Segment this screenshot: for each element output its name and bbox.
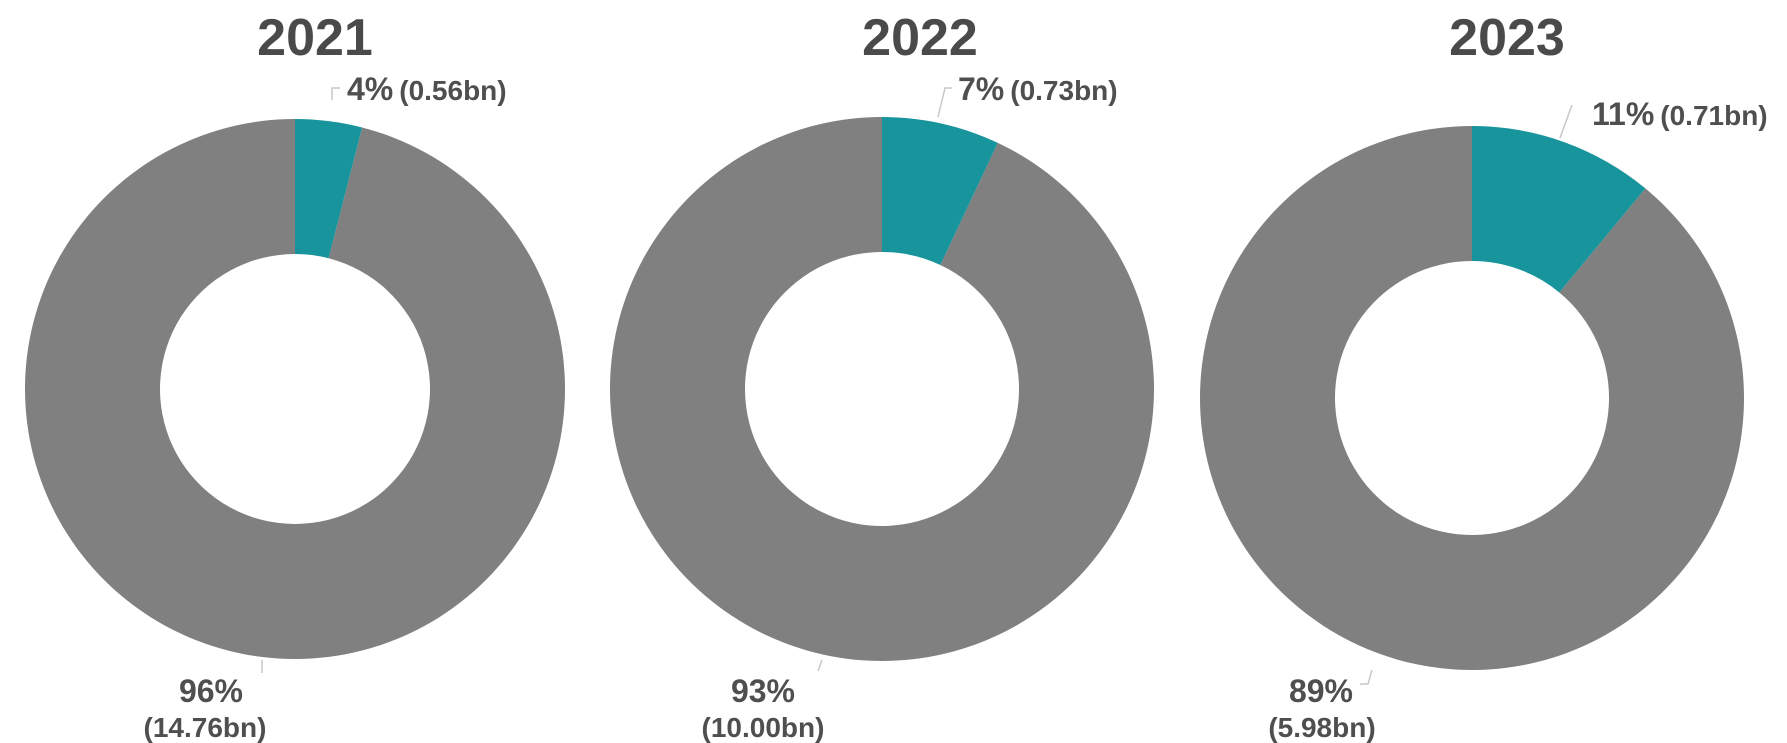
chart-title: 2021 <box>257 9 373 67</box>
minor-label: 4% (0.56bn) <box>347 71 507 107</box>
minor-label: 11% (0.71bn) <box>1592 96 1768 132</box>
slice-major <box>1200 126 1744 671</box>
donut-chart-2021: 2021 4% (0.56bn) 96% (14.76bn) <box>24 9 565 743</box>
slice-minor <box>882 117 998 266</box>
major-percent-label: 93% <box>731 673 795 709</box>
chart-title: 2023 <box>1449 9 1565 67</box>
minor-percent-label: 4% <box>347 71 393 107</box>
minor-amount-label: (0.56bn) <box>399 75 506 106</box>
minor-amount-label: (0.73bn) <box>1010 75 1117 106</box>
chart-title: 2022 <box>862 9 978 67</box>
slice-minor <box>295 119 363 259</box>
major-amount-label: (14.76bn) <box>144 712 267 743</box>
leader-line-minor <box>331 87 340 100</box>
major-amount-label: (5.98bn) <box>1268 712 1375 743</box>
leader-line-minor <box>1559 104 1573 139</box>
minor-amount-label: (0.71bn) <box>1660 100 1767 131</box>
slice-major <box>610 117 1155 661</box>
minor-percent-label: 11% <box>1592 96 1654 132</box>
donut-chart-2022: 2022 7% (0.73bn) 93% (10.00bn) <box>610 9 1155 743</box>
slice-minor <box>1472 126 1646 293</box>
major-percent-label: 89% <box>1289 673 1353 709</box>
slice-major <box>24 119 565 660</box>
major-amount-label: (10.00bn) <box>702 712 825 743</box>
donut-chart-2023: 2023 11% (0.71bn) 89% (5.98bn) <box>1200 9 1768 743</box>
leader-line-minor <box>937 87 952 118</box>
minor-percent-label: 7% <box>958 71 1004 107</box>
leader-line-major <box>1360 669 1373 685</box>
major-percent-label: 96% <box>179 673 243 709</box>
leader-line-major <box>817 659 823 672</box>
minor-label: 7% (0.73bn) <box>958 71 1118 107</box>
